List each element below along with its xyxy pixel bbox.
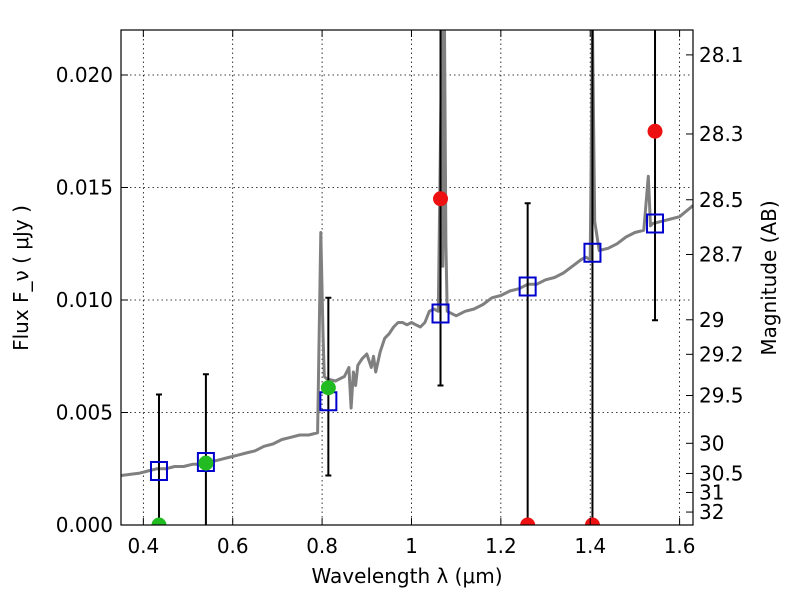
x-tick-label: 0.8 (306, 534, 338, 558)
template-spectrum-line (121, 30, 693, 477)
model-band-square (646, 213, 665, 234)
y-tick-label: 0.015 (56, 176, 113, 200)
magnitude-tick-label: 32 (699, 500, 724, 524)
model-band-square (518, 276, 537, 297)
magnitude-axis-label: Magnitude (AB) (757, 200, 781, 355)
measurement-point (433, 191, 449, 207)
magnitude-tick-label: 30 (699, 431, 724, 455)
measurement-point (520, 517, 536, 525)
model-band-square (149, 461, 168, 481)
magnitude-tick-label: 30.5 (699, 461, 744, 485)
magnitude-tick-label: 28.5 (699, 188, 744, 212)
magnitude-tick-label: 28.3 (699, 122, 744, 146)
marker-layer (149, 123, 665, 525)
detection-point (320, 380, 336, 396)
y-tick-label: 0.010 (56, 288, 113, 312)
y-tick-label: 0.000 (56, 513, 113, 537)
model-band-square (431, 303, 450, 324)
x-axis-ticks: 0.4 0.6 0.8 1 1.2 1.4 1.6 (127, 30, 696, 558)
plot-frame (120, 29, 694, 526)
detection-point (198, 455, 214, 471)
y-axis-ticks: 0.000 0.005 0.010 0.015 0.020 (56, 63, 128, 537)
x-tick-label: 1 (405, 534, 418, 558)
model-band-square (583, 242, 602, 263)
x-tick-label: 1.2 (485, 534, 517, 558)
y-tick-label: 0.020 (56, 63, 113, 87)
model-band-square (196, 452, 215, 472)
magnitude-tick-label: 31 (699, 480, 724, 504)
x-axis-label: Wavelength λ (μm) (311, 564, 502, 588)
template-spectrum-layer (121, 30, 693, 477)
magnitude-tick-label: 29.2 (699, 342, 744, 366)
y-axis-label: Flux F_ν ( μJy ) (9, 205, 33, 351)
x-tick-label: 0.6 (217, 534, 249, 558)
errorbar-layer (155, 30, 659, 525)
x-tick-label: 1.4 (574, 534, 606, 558)
x-tick-label: 0.4 (127, 534, 159, 558)
y-tick-label: 0.005 (56, 401, 113, 425)
x-tick-label: 1.6 (664, 534, 696, 558)
measurement-point (584, 517, 600, 525)
magnitude-tick-label: 28.1 (699, 43, 744, 67)
measurement-point (647, 123, 663, 139)
magnitude-tick-label: 28.7 (699, 242, 744, 266)
detection-point (151, 517, 167, 525)
magnitude-tick-label: 29 (699, 308, 724, 332)
magnitude-tick-label: 29.5 (699, 384, 744, 408)
